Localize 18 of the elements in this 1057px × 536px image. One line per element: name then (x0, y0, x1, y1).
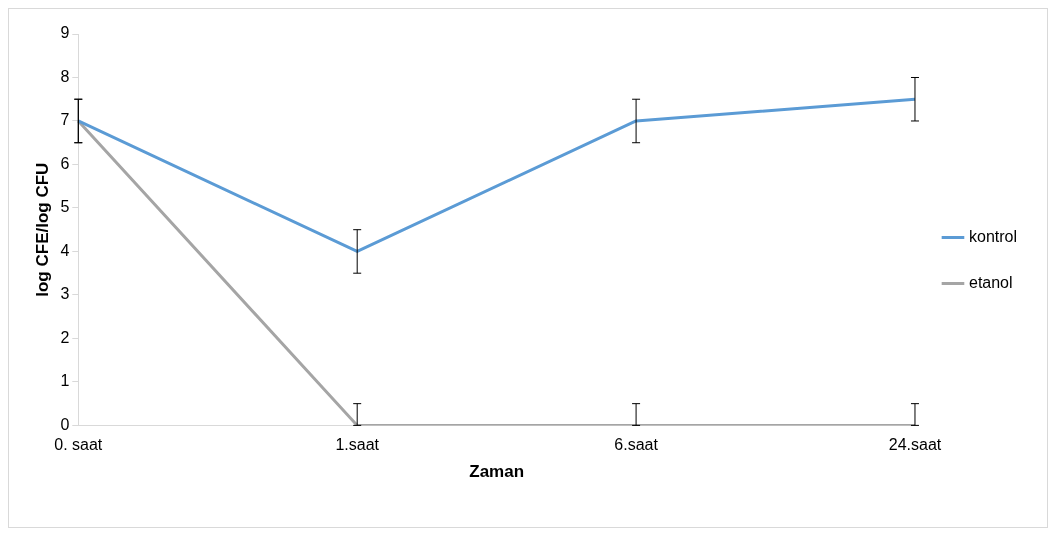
y-tick-label: 9 (60, 24, 70, 42)
x-tick-label: 6.saat (614, 436, 659, 454)
y-axis-title: log CFE/log CFU (32, 162, 52, 297)
y-tick-label: 6 (60, 154, 70, 172)
legend-label: kontrol (968, 227, 1018, 245)
y-tick-label: 1 (60, 372, 70, 390)
x-tick-label: 1.saat (335, 436, 380, 454)
x-axis-title: Zaman (469, 462, 525, 482)
y-tick-label: 4 (60, 241, 70, 259)
x-tick-label: 24.saat (888, 436, 942, 454)
y-tick-label: 8 (60, 67, 70, 85)
legend-label: etanol (968, 273, 1013, 291)
y-tick-label: 3 (60, 285, 70, 303)
y-tick-label: 2 (60, 328, 70, 346)
x-tick-label: 0. saat (54, 436, 103, 454)
y-tick-label: 5 (60, 198, 70, 216)
y-tick-label: 7 (60, 111, 70, 129)
y-tick-label: 0 (60, 415, 70, 433)
